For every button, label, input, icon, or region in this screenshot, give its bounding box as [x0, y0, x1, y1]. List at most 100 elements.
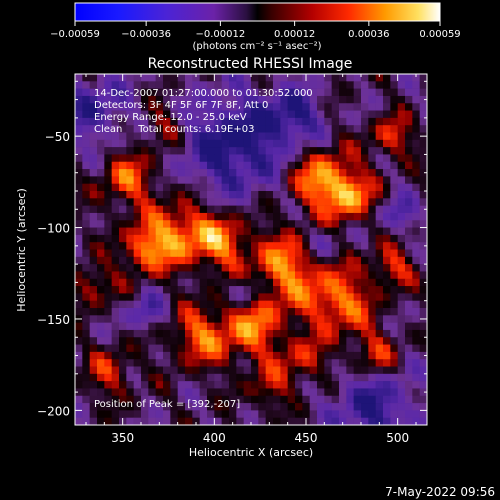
heatmap-cell — [236, 264, 244, 272]
heatmap-cell — [412, 337, 420, 345]
heatmap-cell — [229, 278, 237, 287]
heatmap-cell — [163, 388, 171, 397]
heatmap-cell — [97, 227, 105, 236]
heatmap-cell — [243, 344, 252, 353]
heatmap-cell — [229, 286, 237, 294]
heatmap-cell — [199, 366, 208, 375]
heatmap-cell — [258, 410, 266, 418]
heatmap-cell — [199, 337, 208, 345]
heatmap-cell — [89, 359, 98, 367]
heatmap-cell — [214, 308, 222, 316]
heatmap-cell — [89, 191, 98, 199]
heatmap-cell — [221, 198, 230, 206]
heatmap-cell — [185, 286, 193, 294]
heatmap-cell — [148, 351, 156, 360]
heatmap-cell — [207, 125, 215, 133]
heatmap-cell — [97, 242, 105, 250]
heatmap-cell — [368, 220, 376, 228]
heatmap-cell — [89, 256, 98, 265]
heatmap-cell — [148, 315, 156, 323]
heatmap-cell — [236, 147, 244, 155]
heatmap-cell — [119, 139, 127, 148]
heatmap-cell — [89, 388, 98, 397]
heatmap-cell — [317, 147, 325, 155]
heatmap-cell — [265, 359, 274, 367]
heatmap-cell — [419, 344, 428, 353]
heatmap-cell — [331, 81, 340, 89]
heatmap-cell — [302, 322, 310, 331]
heatmap-cell — [419, 183, 428, 192]
heatmap-cell — [331, 286, 340, 294]
heatmap-cell — [192, 286, 200, 294]
heatmap-cell — [265, 117, 274, 126]
heatmap-cell — [141, 74, 149, 82]
heatmap-cell — [287, 329, 296, 338]
heatmap-cell — [126, 191, 134, 199]
heatmap-cell — [221, 403, 230, 411]
heatmap-cell — [346, 373, 354, 382]
heatmap-cell — [163, 198, 171, 206]
heatmap-cell — [141, 322, 149, 331]
heatmap-cell — [397, 220, 406, 228]
heatmap-cell — [207, 388, 215, 397]
heatmap-cell — [280, 169, 288, 177]
heatmap-cell — [309, 329, 318, 338]
heatmap-cell — [265, 220, 274, 228]
heatmap-cell — [397, 373, 406, 382]
heatmap-cell — [353, 337, 362, 345]
heatmap-cell — [361, 417, 369, 426]
heatmap-cell — [126, 366, 134, 375]
heatmap-cell — [353, 103, 362, 111]
heatmap-cell — [111, 139, 120, 148]
heatmap-cell — [243, 132, 252, 141]
heatmap-cell — [155, 205, 164, 214]
heatmap-cell — [375, 351, 384, 360]
heatmap-cell — [221, 395, 230, 404]
heatmap-cell — [126, 103, 134, 111]
heatmap-cell — [163, 234, 171, 243]
heatmap-cell — [324, 308, 332, 316]
heatmap-cell — [280, 351, 288, 360]
heatmap-cell — [207, 278, 215, 287]
heatmap-cell — [258, 278, 266, 287]
heatmap-cell — [412, 351, 420, 360]
heatmap-cell — [251, 293, 259, 301]
heatmap-cell — [199, 373, 208, 382]
heatmap-cell — [419, 74, 428, 82]
heatmap-cell — [368, 147, 376, 155]
heatmap-cell — [75, 81, 83, 89]
heatmap-cell — [126, 227, 134, 236]
heatmap-cell — [199, 198, 208, 206]
heatmap-cell — [163, 278, 171, 287]
heatmap-cell — [141, 242, 149, 250]
heatmap-cell — [368, 205, 376, 214]
heatmap-cell — [141, 286, 149, 294]
heatmap-cell — [309, 351, 318, 360]
heatmap-cell — [229, 315, 237, 323]
heatmap-cell — [177, 183, 186, 192]
heatmap-cell — [265, 381, 274, 389]
heatmap-cell — [317, 161, 325, 170]
heatmap-cell — [346, 95, 354, 104]
heatmap-cell — [258, 366, 266, 375]
heatmap-cell — [111, 337, 120, 345]
heatmap-cell — [346, 161, 354, 170]
heatmap-cell — [287, 125, 296, 133]
heatmap-cell — [177, 344, 186, 353]
heatmap-cell — [75, 147, 83, 155]
heatmap-cell — [287, 139, 296, 148]
heatmap-cell — [273, 300, 281, 309]
heatmap-cell — [317, 351, 325, 360]
heatmap-cell — [236, 381, 244, 389]
heatmap-cell — [155, 300, 164, 309]
heatmap-cell — [141, 191, 149, 199]
heatmap-cell — [75, 205, 83, 214]
heatmap-cell — [375, 147, 384, 155]
heatmap-cell — [397, 264, 406, 272]
heatmap-cell — [243, 205, 252, 214]
heatmap-cell — [104, 81, 112, 89]
heatmap-cell — [324, 103, 332, 111]
heatmap-cell — [251, 132, 259, 141]
heatmap-cell — [280, 344, 288, 353]
heatmap-cell — [331, 351, 340, 360]
